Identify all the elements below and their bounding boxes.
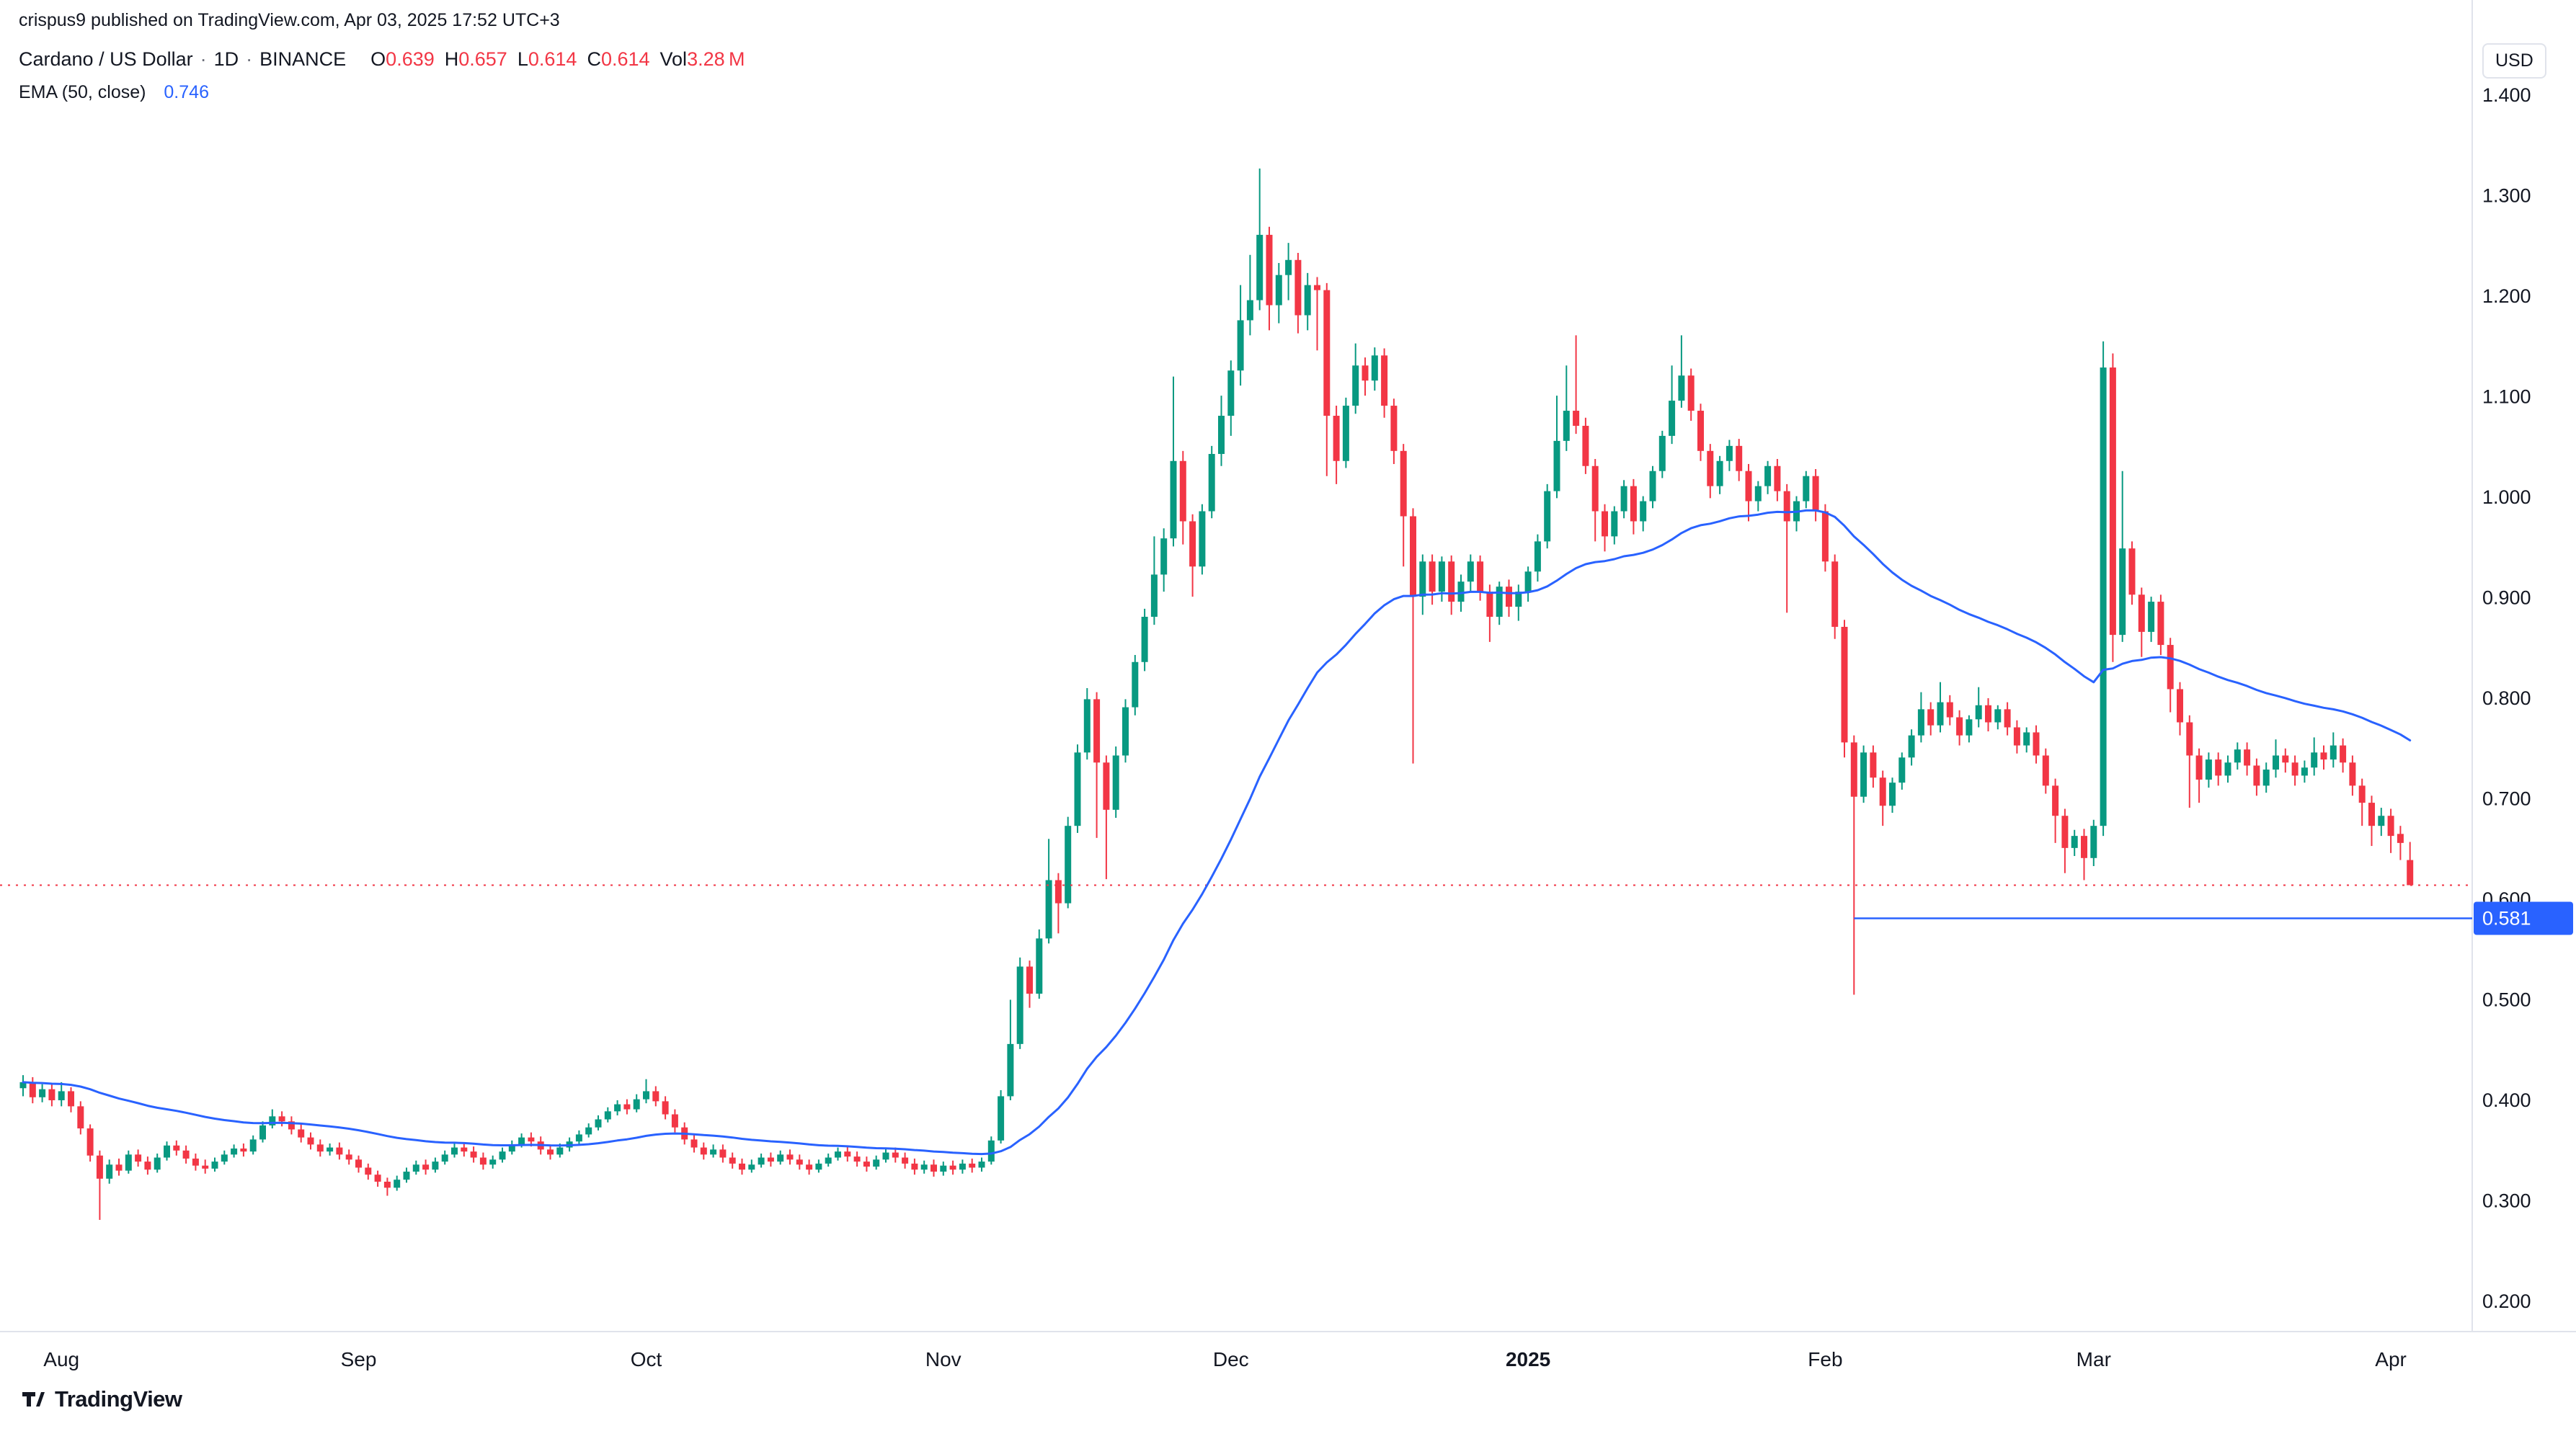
ohlc-values: O0.639 H0.657 L0.614 C0.614 Vol3.28 M bbox=[360, 48, 745, 70]
svg-text:0.900: 0.900 bbox=[2482, 587, 2531, 609]
svg-text:1.200: 1.200 bbox=[2482, 285, 2531, 307]
svg-text:2025: 2025 bbox=[1506, 1348, 1550, 1370]
svg-text:0.500: 0.500 bbox=[2482, 989, 2531, 1011]
tradingview-logo-icon bbox=[20, 1386, 46, 1412]
svg-text:1.100: 1.100 bbox=[2482, 386, 2531, 408]
svg-text:Oct: Oct bbox=[631, 1348, 662, 1370]
low-label: L bbox=[517, 48, 528, 70]
svg-text:Mar: Mar bbox=[2077, 1348, 2111, 1370]
open-value: 0.639 bbox=[386, 48, 435, 70]
svg-text:0.800: 0.800 bbox=[2482, 687, 2531, 709]
symbol-title[interactable]: Cardano / US Dollar bbox=[19, 48, 193, 70]
separator-dot: · bbox=[246, 48, 253, 70]
svg-text:Aug: Aug bbox=[43, 1348, 79, 1370]
open-label: O bbox=[370, 48, 386, 70]
tradingview-wordmark: TradingView bbox=[55, 1386, 182, 1412]
svg-text:0.700: 0.700 bbox=[2482, 788, 2531, 810]
ema-value: 0.746 bbox=[164, 82, 209, 102]
symbol-info-row: Cardano / US Dollar · 1D · BINANCE O0.639 H0.6… bbox=[19, 48, 745, 71]
svg-text:Feb: Feb bbox=[1808, 1348, 1842, 1370]
close-label: C bbox=[587, 48, 601, 70]
high-value: 0.657 bbox=[458, 48, 507, 70]
volume-value: 3.28 M bbox=[687, 48, 745, 70]
svg-text:Nov: Nov bbox=[925, 1348, 961, 1370]
currency-button[interactable]: USD bbox=[2482, 43, 2546, 79]
close-value: 0.614 bbox=[600, 48, 650, 70]
svg-text:1.000: 1.000 bbox=[2482, 486, 2531, 508]
interval-label[interactable]: 1D bbox=[213, 48, 239, 70]
chart-header: crispus9 published on TradingView.com, A… bbox=[19, 10, 745, 103]
svg-text:1.400: 1.400 bbox=[2482, 84, 2531, 106]
footer-brand[interactable]: TradingView bbox=[20, 1386, 182, 1412]
separator-dot: · bbox=[200, 48, 207, 70]
svg-text:Dec: Dec bbox=[1213, 1348, 1249, 1370]
svg-text:0.400: 0.400 bbox=[2482, 1089, 2531, 1111]
svg-text:1.300: 1.300 bbox=[2482, 185, 2531, 207]
ema-label[interactable]: EMA (50, close) bbox=[19, 82, 146, 102]
svg-text:Apr: Apr bbox=[2375, 1348, 2407, 1370]
svg-text:0.581: 0.581 bbox=[2482, 908, 2531, 930]
svg-text:0.300: 0.300 bbox=[2482, 1190, 2531, 1212]
exchange-label: BINANCE bbox=[259, 48, 347, 70]
publish-info: crispus9 published on TradingView.com, A… bbox=[19, 10, 560, 30]
svg-text:0.200: 0.200 bbox=[2482, 1290, 2531, 1312]
svg-text:Sep: Sep bbox=[341, 1348, 377, 1370]
low-value: 0.614 bbox=[528, 48, 577, 70]
ema-indicator-row: EMA (50, close) 0.746 bbox=[19, 82, 745, 103]
volume-label: Vol bbox=[659, 48, 688, 70]
high-label: H bbox=[444, 48, 459, 70]
